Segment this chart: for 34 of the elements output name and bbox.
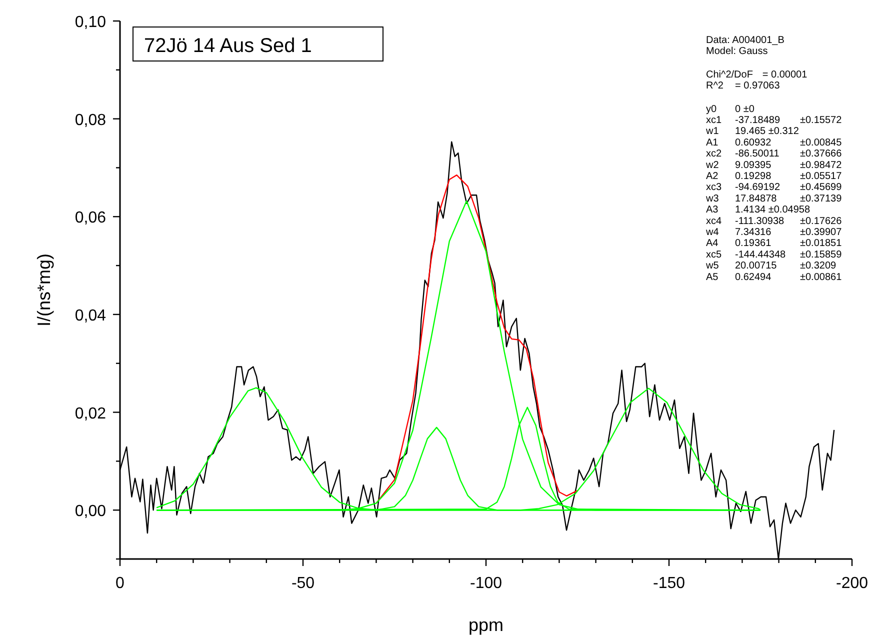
- text: w3 17.84878 ±0.37139: [706, 193, 842, 204]
- text: A5 0.62494 ±0.00861: [706, 272, 842, 283]
- x-tick-label: -200: [836, 575, 868, 592]
- text: w1 19.465 ±0.312: [706, 126, 799, 138]
- annotation: R^2 = 0.97063: [706, 80, 780, 92]
- text: xc1 -37.18489 ±0.15572: [706, 115, 842, 126]
- x-tick-label: -150: [652, 575, 686, 592]
- text: xc5 -144.44348 ±0.15859: [706, 249, 842, 260]
- y-tick-label: 0,06: [74, 210, 106, 227]
- y-tick-label: 0,04: [74, 307, 106, 324]
- text: xc4 -111.30938 ±0.17626: [706, 216, 842, 227]
- text: w4 7.34316 ±0.39907: [706, 227, 842, 238]
- text: A1 0.60932 ±0.00845: [706, 137, 842, 148]
- y-tick-label: 0,00: [74, 503, 106, 520]
- x-tick-label: -50: [291, 575, 315, 592]
- x-tick-label: 0: [116, 575, 125, 592]
- text: xc2 -86.50011 ±0.37666: [706, 148, 842, 160]
- x-axis-title: ppm: [468, 615, 504, 635]
- text: y0 0 ±0: [706, 104, 754, 115]
- text: A2 0.19298 ±0.05517: [706, 171, 842, 182]
- annotation: Data: A004001_B: [706, 35, 785, 46]
- text: w2 9.09395 ±0.98472: [706, 160, 842, 171]
- text: xc3 -94.69192 ±0.45699: [706, 182, 842, 194]
- text: 72Jö 14 Aus Sed 1: [144, 35, 312, 57]
- text: w5 20.00715 ±0.3209: [706, 260, 836, 272]
- text: A3 1.4134 ±0.04958: [706, 204, 810, 216]
- y-tick-label: 0,10: [74, 14, 106, 31]
- y-tick-label: 0,02: [74, 405, 106, 422]
- annotation: Chi^2/DoF = 0.00001: [706, 69, 808, 80]
- y-tick-label: 0,08: [74, 112, 106, 129]
- annotation: Model: Gauss: [706, 46, 768, 58]
- y-axis-title: I/(ns*mg): [34, 253, 54, 327]
- text: A4 0.19361 ±0.01851: [706, 238, 842, 250]
- x-tick-label: -100: [470, 575, 502, 592]
